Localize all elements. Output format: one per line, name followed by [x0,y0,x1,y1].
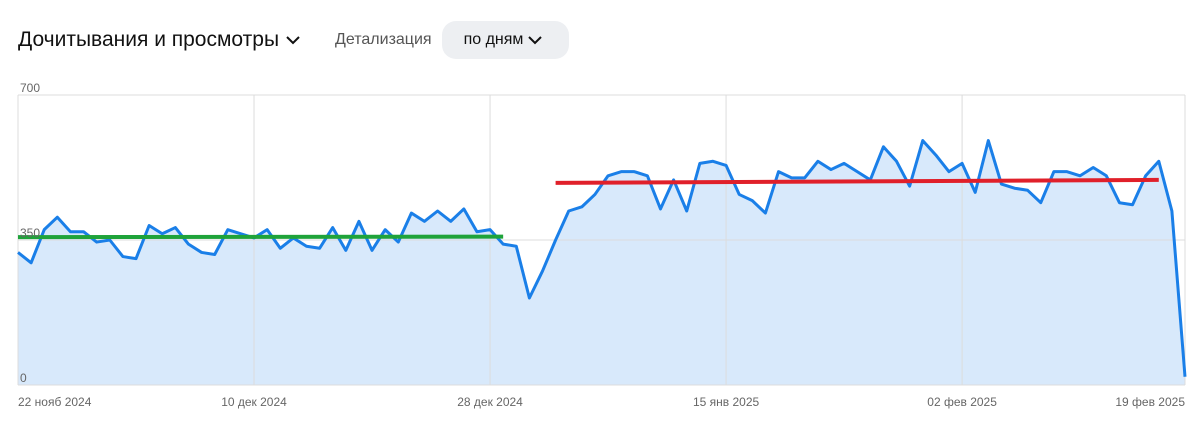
x-tick-label: 19 фев 2025 [1115,395,1185,409]
y-tick-label: 0 [20,371,27,385]
x-tick-label: 22 нояб 2024 [18,395,92,409]
x-tick-label: 28 дек 2024 [457,395,523,409]
detail-value: по дням [463,31,524,48]
area [18,140,1185,385]
detail-button[interactable]: по дням [441,21,570,59]
y-tick-label: 700 [20,81,40,95]
detail-label: Детализация [335,31,432,48]
x-tick-label: 10 дек 2024 [221,395,287,409]
trend-line [555,177,1159,185]
line [17,139,1187,377]
header: Дочитывания и просмотры Детализация по д… [18,21,570,59]
chevron [528,36,543,45]
x-tick-label: 15 янв 2025 [693,395,760,409]
x-tick-label: 02 фев 2025 [927,395,997,409]
metric-title[interactable]: Дочитывания и просмотры [18,28,280,51]
y-tick-label: 350 [20,226,40,240]
chevron[interactable] [279,30,305,50]
